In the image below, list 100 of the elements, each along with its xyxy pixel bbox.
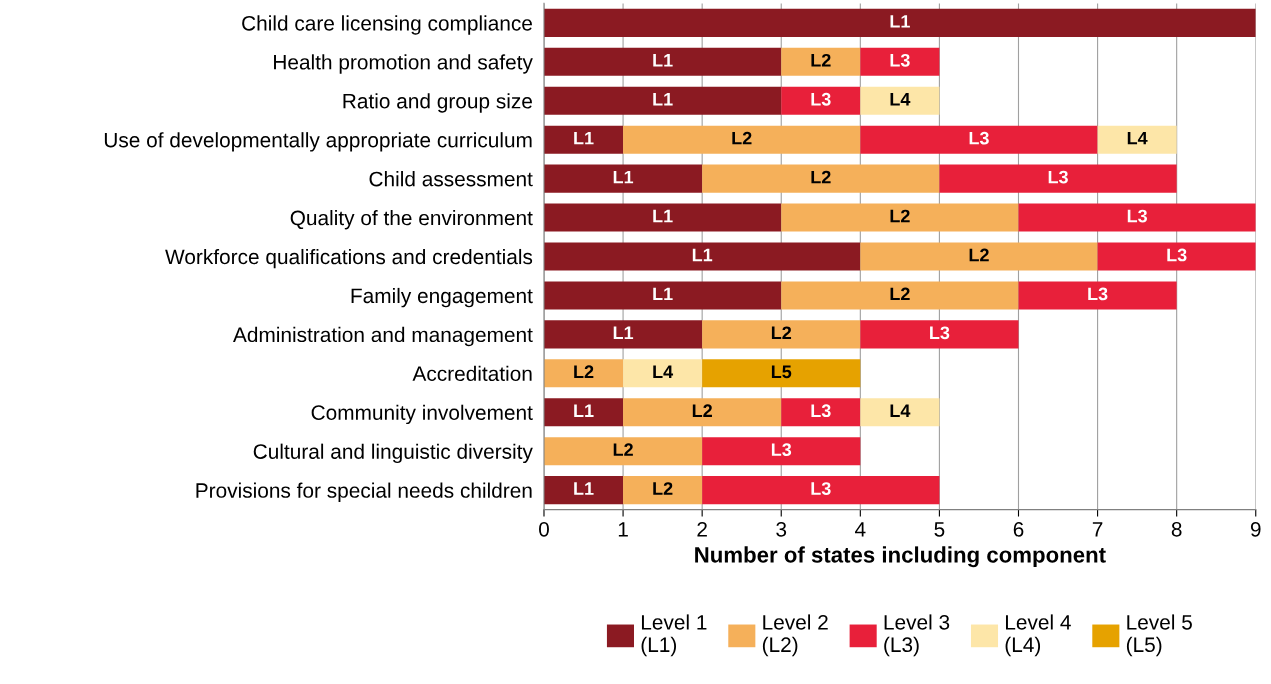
- y-tick-label: Accreditation: [412, 365, 532, 382]
- data-label: L4: [890, 93, 911, 106]
- data-label: L4: [1127, 131, 1148, 145]
- bar: [543, 203, 782, 232]
- bar: [939, 164, 1177, 193]
- y-tick-label: Cultural and linguistic diversity: [253, 443, 533, 464]
- data-label: L3: [811, 92, 831, 106]
- data-label: L2: [692, 404, 712, 417]
- bar: [543, 359, 624, 388]
- data-label: L1: [890, 15, 910, 28]
- data-label: L1: [613, 170, 634, 184]
- data-label: L1: [574, 482, 594, 495]
- data-label: L2: [890, 287, 910, 301]
- data-label: L2: [890, 209, 910, 223]
- data-label: L3: [1088, 287, 1108, 301]
- bar: [543, 86, 782, 115]
- bar: [543, 281, 782, 310]
- data-label: L1: [692, 248, 713, 262]
- x-tick-label: 5: [934, 522, 945, 537]
- data-label: L1: [653, 93, 673, 106]
- bar: [702, 437, 861, 466]
- bar: [543, 476, 624, 505]
- data-label: L2: [811, 170, 831, 184]
- bar: [623, 398, 782, 427]
- data-label: L4: [890, 404, 911, 417]
- x-tick-label: 2: [697, 521, 707, 537]
- bar: [860, 86, 940, 115]
- y-tick-label: Child assessment: [369, 171, 533, 187]
- bar: [543, 242, 861, 271]
- bar: [702, 359, 861, 388]
- data-label: L3: [811, 482, 831, 495]
- bar: [1018, 281, 1177, 310]
- legend-label: Level 5 (L5): [1126, 614, 1192, 657]
- y-tick-label: Family engagement: [351, 287, 533, 308]
- data-label: L2: [969, 248, 989, 262]
- bar: [781, 203, 1019, 232]
- y-tick-label: Workforce qualifications and credentials: [165, 248, 533, 269]
- data-label: L1: [653, 287, 673, 301]
- data-label: L1: [653, 54, 673, 67]
- bar: [623, 125, 861, 154]
- bar: [702, 164, 940, 193]
- x-tick-label: 0: [539, 521, 549, 537]
- data-label: L3: [890, 53, 910, 67]
- bar: [543, 125, 624, 154]
- x-tick-label: 1: [618, 522, 628, 537]
- bar: [860, 242, 1098, 271]
- data-label: L2: [613, 443, 633, 456]
- y-tick-label: Use of developmentally appropriate curriculum: [104, 132, 532, 152]
- bar: [623, 476, 703, 505]
- y-tick-label: Child care licensing compliance: [242, 15, 532, 35]
- data-label: L2: [771, 326, 792, 340]
- data-label: L3: [771, 443, 792, 457]
- bar: [860, 125, 1098, 154]
- data-label: L1: [613, 326, 634, 340]
- data-label: L2: [653, 482, 673, 495]
- data-label: L1: [574, 404, 594, 417]
- bar: [1097, 125, 1177, 154]
- bar: [702, 320, 861, 349]
- bar: [860, 47, 940, 76]
- data-label: L2: [732, 131, 752, 145]
- x-tick-label: 7: [1092, 522, 1103, 537]
- data-label: L2: [574, 365, 594, 378]
- bar: [860, 398, 940, 427]
- bar: [781, 398, 861, 427]
- data-label: L3: [811, 404, 831, 418]
- data-label: L3: [1048, 170, 1068, 184]
- bar: [860, 320, 1019, 349]
- x-tick-label: 9: [1250, 521, 1261, 537]
- y-tick-label: Quality of the environment: [290, 210, 533, 230]
- data-label: L1: [574, 131, 594, 145]
- legend-label: Level 1 (L1): [641, 614, 707, 657]
- y-tick-label: Ratio and group size: [343, 93, 532, 113]
- bar: [781, 86, 861, 115]
- bar: [1097, 242, 1256, 271]
- x-tick-label: 6: [1013, 521, 1024, 537]
- data-label: L3: [1127, 209, 1148, 223]
- bar: [702, 476, 940, 505]
- x-tick-label: 3: [776, 521, 787, 537]
- x-axis-title: Number of states including component: [695, 546, 1106, 568]
- data-label: L3: [969, 131, 989, 145]
- legend-label: Level 3 (L3): [884, 614, 950, 657]
- data-label: L4: [653, 365, 674, 378]
- bar: [781, 281, 1019, 310]
- legend-label: Level 2 (L2): [762, 614, 828, 657]
- y-tick-label: Provisions for special needs children: [196, 482, 532, 502]
- data-label: L3: [930, 326, 950, 340]
- y-tick-label: Health promotion and safety: [274, 54, 533, 74]
- data-label: L3: [1167, 248, 1187, 262]
- bar: [623, 359, 703, 388]
- bar: [543, 437, 703, 466]
- y-tick-label: Community involvement: [311, 404, 533, 425]
- data-label: L5: [771, 365, 792, 379]
- bar: [1018, 203, 1256, 232]
- x-tick-label: 8: [1171, 521, 1182, 537]
- data-label: L1: [653, 209, 673, 223]
- bar: [543, 398, 624, 427]
- legend-label: Level 4 (L4): [1005, 614, 1071, 657]
- x-tick-label: 4: [855, 522, 866, 537]
- y-tick-label: Administration and management: [233, 326, 533, 347]
- bar: [543, 47, 782, 76]
